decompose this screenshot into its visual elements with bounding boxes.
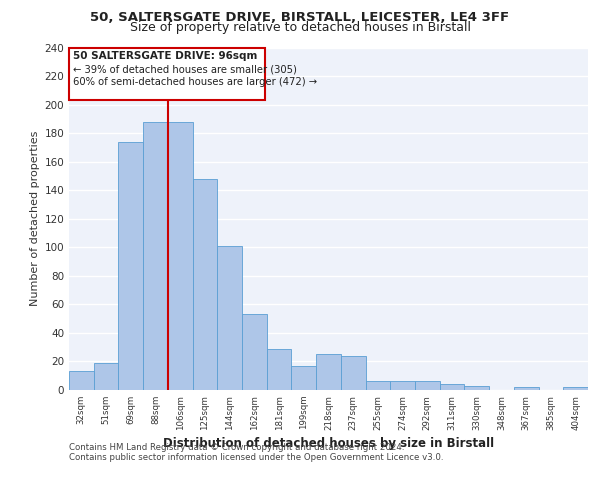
Bar <box>168 122 193 390</box>
Bar <box>217 246 242 390</box>
FancyBboxPatch shape <box>70 48 265 100</box>
Bar <box>69 372 94 390</box>
Bar <box>118 142 143 390</box>
Bar <box>94 363 118 390</box>
Bar <box>292 366 316 390</box>
Bar <box>464 386 489 390</box>
Text: 60% of semi-detached houses are larger (472) →: 60% of semi-detached houses are larger (… <box>73 78 317 88</box>
Bar <box>316 354 341 390</box>
Text: Contains public sector information licensed under the Open Government Licence v3: Contains public sector information licen… <box>69 452 443 462</box>
Bar <box>193 179 217 390</box>
Bar <box>563 387 588 390</box>
Bar <box>514 387 539 390</box>
Text: Contains HM Land Registry data © Crown copyright and database right 2024.: Contains HM Land Registry data © Crown c… <box>69 442 404 452</box>
Bar <box>415 382 440 390</box>
Text: Size of property relative to detached houses in Birstall: Size of property relative to detached ho… <box>130 22 470 35</box>
Bar <box>390 382 415 390</box>
X-axis label: Distribution of detached houses by size in Birstall: Distribution of detached houses by size … <box>163 436 494 450</box>
Text: ← 39% of detached houses are smaller (305): ← 39% of detached houses are smaller (30… <box>73 64 297 74</box>
Bar <box>242 314 267 390</box>
Text: 50, SALTERSGATE DRIVE, BIRSTALL, LEICESTER, LE4 3FF: 50, SALTERSGATE DRIVE, BIRSTALL, LEICEST… <box>91 11 509 24</box>
Bar <box>341 356 365 390</box>
Y-axis label: Number of detached properties: Number of detached properties <box>30 131 40 306</box>
Bar <box>267 348 292 390</box>
Bar <box>365 382 390 390</box>
Text: 50 SALTERSGATE DRIVE: 96sqm: 50 SALTERSGATE DRIVE: 96sqm <box>73 51 257 61</box>
Bar <box>143 122 168 390</box>
Bar <box>440 384 464 390</box>
